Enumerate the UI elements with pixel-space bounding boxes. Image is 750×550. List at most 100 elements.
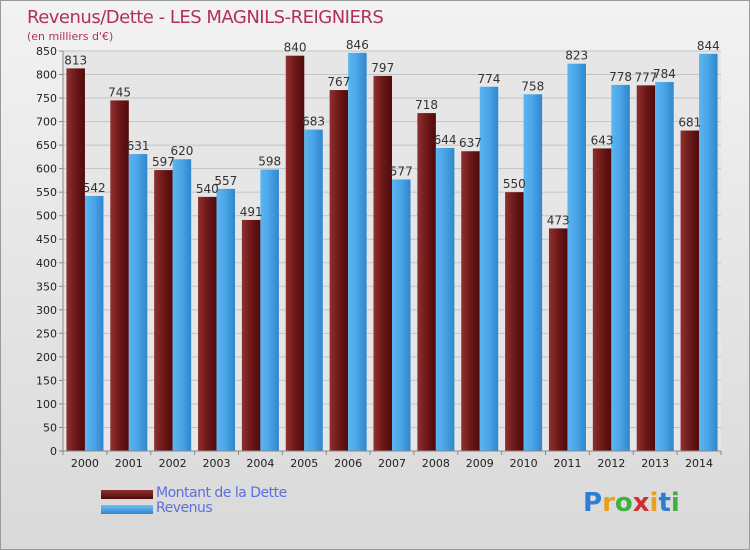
bar-dette [66, 68, 85, 451]
bar-revenus [260, 169, 279, 451]
data-label-revenus: 598 [258, 155, 281, 169]
x-tick-label: 2008 [422, 457, 450, 470]
y-tick-label: 150 [36, 374, 57, 387]
data-label-revenus: 620 [170, 144, 193, 158]
data-label-revenus: 644 [434, 133, 457, 147]
x-tick-label: 2003 [203, 457, 231, 470]
bar-revenus [392, 179, 411, 451]
y-tick-label: 200 [36, 351, 57, 364]
chart-subtitle: (en milliers d'€) [27, 30, 114, 43]
x-tick-label: 2011 [553, 457, 581, 470]
bar-revenus [479, 86, 499, 451]
bar-revenus [611, 84, 630, 451]
x-axis: 2000 2001 2002 2003 2004 2005 2006 2007 2008 2009… [62, 450, 722, 470]
legend-label-dette: Montant de la Dette [156, 485, 287, 501]
y-tick-label: 100 [36, 398, 57, 411]
data-label-revenus: 542 [83, 181, 106, 195]
data-label-dette: 637 [459, 136, 482, 150]
x-tick-label: 2013 [641, 457, 669, 470]
logo-letter: i [670, 488, 680, 518]
y-tick-label: 500 [36, 210, 57, 223]
bar-dette [329, 90, 349, 451]
bar-revenus [655, 82, 674, 451]
data-label-dette: 540 [196, 182, 219, 196]
logo-letter: x [632, 488, 650, 518]
data-label-dette: 597 [152, 155, 175, 169]
x-tick-label: 2009 [466, 457, 494, 470]
y-tick-label: 850 [36, 45, 57, 58]
data-label-dette: 797 [371, 61, 394, 75]
bars [66, 52, 718, 452]
x-tick-label: 2000 [71, 457, 99, 470]
logo-letter: P [583, 488, 603, 518]
bar-dette [592, 148, 612, 452]
data-label-revenus: 577 [390, 164, 413, 178]
logo-letter: r [602, 488, 615, 518]
legend-swatch-dette [101, 490, 153, 499]
y-tick-label: 800 [36, 69, 57, 82]
x-tick-label: 2001 [115, 457, 143, 470]
bar-dette [680, 130, 700, 451]
logo-letter: t [658, 488, 671, 518]
y-tick-label: 550 [36, 186, 57, 199]
bar-revenus [435, 147, 455, 452]
y-tick-label: 350 [36, 280, 57, 293]
data-label-revenus: 778 [609, 70, 632, 84]
bar-revenus [348, 52, 367, 451]
x-tick-label: 2005 [290, 457, 318, 470]
bar-revenus [699, 53, 718, 452]
bar-dette [417, 113, 436, 451]
x-tick-label: 2010 [510, 457, 538, 470]
data-label-dette: 745 [108, 85, 131, 99]
bar-revenus [304, 129, 323, 451]
y-tick-label: 300 [36, 304, 57, 317]
bar-revenus [216, 188, 236, 451]
bar-dette [241, 219, 261, 451]
x-tick-label: 2007 [378, 457, 406, 470]
bar-revenus [172, 159, 192, 451]
bar-dette [285, 55, 305, 452]
logo-letter: o [614, 488, 633, 518]
bar-dette [461, 151, 480, 451]
bar-revenus [567, 63, 586, 452]
data-label-dette: 777 [634, 70, 657, 84]
bar-dette [548, 228, 568, 451]
data-label-revenus: 557 [214, 174, 237, 188]
data-label-revenus: 823 [565, 49, 588, 63]
data-label-revenus: 631 [127, 139, 150, 153]
x-tick-label: 2004 [246, 457, 274, 470]
bar-revenus [128, 154, 148, 451]
data-label-dette: 643 [591, 133, 614, 147]
data-label-revenus: 784 [653, 67, 676, 81]
data-label-dette: 767 [327, 75, 350, 89]
bar-revenus [523, 94, 543, 451]
data-label-revenus: 774 [478, 72, 501, 86]
data-label-dette: 491 [240, 205, 263, 219]
bar-dette [373, 75, 392, 452]
data-label-revenus: 758 [521, 79, 544, 93]
proxiti-logo: Proxiti [583, 488, 680, 518]
legend-label-revenus: Revenus [156, 500, 213, 516]
y-tick-label: 700 [36, 116, 57, 129]
y-axis: 0 50 100 150 200 250 300 350 400 450 500 550 600 650 7… [36, 45, 64, 458]
data-label-dette: 840 [284, 41, 307, 55]
bar-dette [505, 192, 524, 452]
chart-title: Revenus/Dette - LES MAGNILS-REIGNIERS [27, 7, 384, 28]
bar-dette [154, 170, 173, 451]
y-tick-label: 600 [36, 163, 57, 176]
data-label-dette: 681 [678, 116, 701, 130]
y-tick-label: 50 [43, 421, 57, 434]
x-tick-label: 2002 [159, 457, 187, 470]
y-tick-label: 0 [50, 445, 57, 458]
data-label-revenus: 846 [346, 38, 369, 52]
x-tick-label: 2006 [334, 457, 362, 470]
logo-letter: i [649, 488, 659, 518]
data-label-revenus: 844 [697, 39, 720, 53]
data-label-revenus: 683 [302, 115, 325, 129]
bar-dette [636, 85, 656, 452]
y-tick-label: 750 [36, 92, 57, 105]
y-tick-label: 400 [36, 257, 57, 270]
